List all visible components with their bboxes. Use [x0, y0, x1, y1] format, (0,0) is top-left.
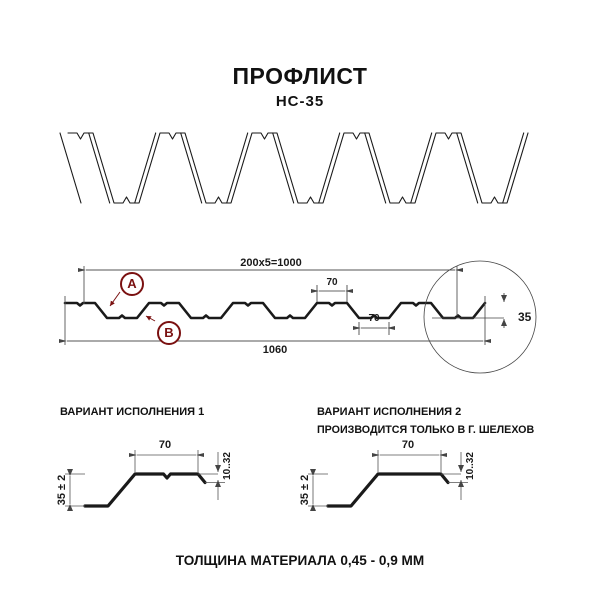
svg-text:70: 70 — [159, 439, 171, 451]
svg-text:ВАРИАНТ ИСПОЛНЕНИЯ 2: ВАРИАНТ ИСПОЛНЕНИЯ 2 — [317, 406, 461, 418]
svg-text:10..32: 10..32 — [465, 452, 476, 480]
svg-text:ТОЛЩИНА МАТЕРИАЛА 0,45 - 0,9 М: ТОЛЩИНА МАТЕРИАЛА 0,45 - 0,9 ММ — [176, 553, 424, 568]
svg-text:35 ± 2: 35 ± 2 — [56, 475, 68, 506]
svg-text:10..32: 10..32 — [222, 452, 233, 480]
svg-text:ПРОИЗВОДИТСЯ ТОЛЬКО В Г. ШЕЛЕХ: ПРОИЗВОДИТСЯ ТОЛЬКО В Г. ШЕЛЕХОВ — [317, 424, 534, 436]
svg-text:ВАРИАНТ ИСПОЛНЕНИЯ 1: ВАРИАНТ ИСПОЛНЕНИЯ 1 — [60, 406, 204, 418]
svg-text:200x5=1000: 200x5=1000 — [240, 257, 301, 269]
svg-text:35 ± 2: 35 ± 2 — [299, 475, 311, 506]
svg-text:A: A — [127, 276, 137, 291]
svg-text:B: B — [164, 325, 173, 340]
svg-text:1060: 1060 — [263, 344, 287, 356]
svg-text:70: 70 — [402, 439, 414, 451]
svg-text:35: 35 — [518, 310, 532, 324]
svg-text:70: 70 — [326, 277, 338, 288]
svg-text:70: 70 — [368, 313, 380, 324]
